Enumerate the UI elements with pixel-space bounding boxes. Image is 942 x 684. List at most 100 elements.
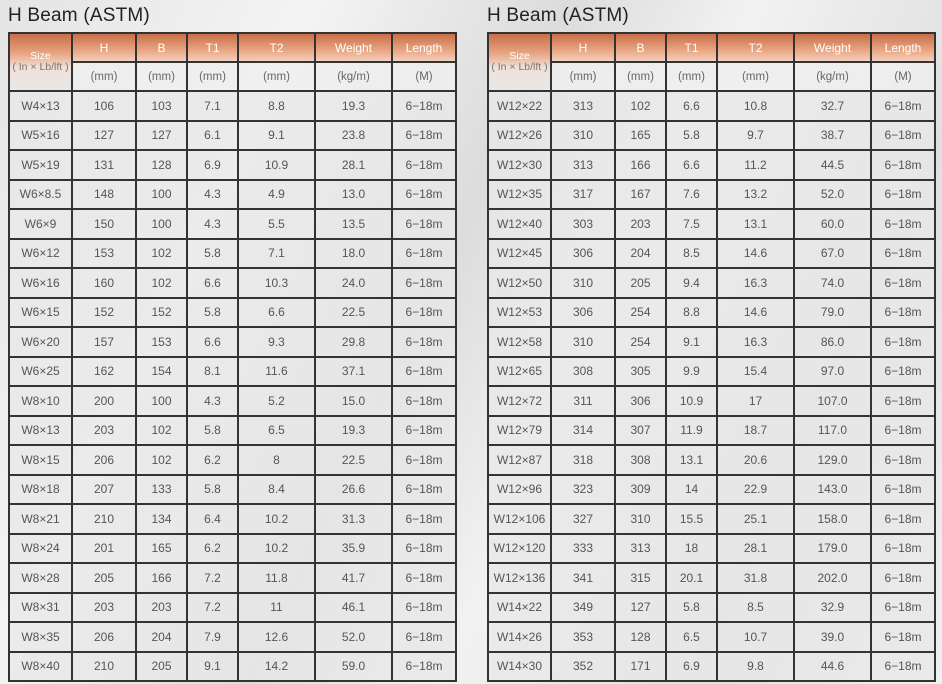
value-cell: 22.5	[314, 296, 393, 328]
value-cell: 6−18m	[870, 621, 936, 653]
table-row: W12×87 318 308 13.1 20.6 129.0 6−18m	[487, 444, 936, 476]
value-cell: 23.8	[314, 119, 393, 151]
value-cell: 6.2	[186, 444, 239, 476]
column-header: Length	[870, 32, 936, 63]
value-cell: 13.2	[716, 178, 795, 210]
value-cell: 5.8	[186, 473, 239, 505]
value-cell: 6−18m	[870, 385, 936, 417]
value-cell: 106	[71, 90, 137, 122]
value-cell: 204	[614, 237, 667, 269]
value-cell: 7.9	[186, 621, 239, 653]
value-cell: 308	[614, 444, 667, 476]
column-unit: (mm)	[614, 61, 667, 92]
size-cell: W12×50	[487, 267, 552, 299]
value-cell: 309	[614, 473, 667, 505]
value-cell: 6−18m	[391, 503, 457, 535]
value-cell: 205	[71, 562, 137, 594]
value-cell: 305	[614, 355, 667, 387]
size-cell: W6×16	[8, 267, 73, 299]
value-cell: 205	[614, 267, 667, 299]
column-header: Weight	[314, 32, 393, 63]
value-cell: 166	[614, 149, 667, 181]
size-cell: W12×136	[487, 562, 552, 594]
value-cell: 203	[614, 208, 667, 240]
column-header: T1	[186, 32, 239, 63]
size-cell: W8×18	[8, 473, 73, 505]
header-size: Size( In × Lb/lft )	[487, 32, 552, 92]
value-cell: 6.6	[186, 267, 239, 299]
value-cell: 129.0	[793, 444, 872, 476]
column-unit: (mm)	[186, 61, 239, 92]
value-cell: 166	[135, 562, 188, 594]
size-cell: W12×35	[487, 178, 552, 210]
value-cell: 15.5	[665, 503, 718, 535]
size-cell: W12×106	[487, 503, 552, 535]
table-row: W8×15 206 102 6.2 8 22.5 6−18m	[8, 444, 457, 476]
value-cell: 74.0	[793, 267, 872, 299]
size-cell: W6×15	[8, 296, 73, 328]
table-row: W6×8.5 148 100 4.3 4.9 13.0 6−18m	[8, 178, 457, 210]
table-row: W5×16 127 127 6.1 9.1 23.8 6−18m	[8, 119, 457, 151]
value-cell: 6−18m	[391, 473, 457, 505]
value-cell: 44.5	[793, 149, 872, 181]
value-cell: 8	[237, 444, 316, 476]
column-header: T1	[665, 32, 718, 63]
value-cell: 4.3	[186, 178, 239, 210]
table-row: W6×20 157 153 6.6 9.3 29.8 6−18m	[8, 326, 457, 358]
value-cell: 349	[550, 591, 616, 623]
value-cell: 6−18m	[870, 296, 936, 328]
size-cell: W8×24	[8, 532, 73, 564]
value-cell: 352	[550, 650, 616, 682]
value-cell: 16.3	[716, 326, 795, 358]
value-cell: 6−18m	[870, 650, 936, 682]
table-row: W12×26 310 165 5.8 9.7 38.7 6−18m	[487, 119, 936, 151]
size-cell: W12×40	[487, 208, 552, 240]
value-cell: 52.0	[314, 621, 393, 653]
value-cell: 133	[135, 473, 188, 505]
value-cell: 9.3	[237, 326, 316, 358]
value-cell: 6−18m	[870, 355, 936, 387]
value-cell: 18.0	[314, 237, 393, 269]
table-row: W12×22 313 102 6.6 10.8 32.7 6−18m	[487, 90, 936, 122]
value-cell: 14.6	[716, 296, 795, 328]
value-cell: 19.3	[314, 414, 393, 446]
value-cell: 20.6	[716, 444, 795, 476]
value-cell: 6.6	[665, 149, 718, 181]
table-row: W12×35 317 167 7.6 13.2 52.0 6−18m	[487, 178, 936, 210]
size-cell: W12×120	[487, 532, 552, 564]
h-beam-table: Size( In × Lb/lft ) H B T1 T2 Weight Length (mm…	[8, 32, 457, 682]
value-cell: 353	[550, 621, 616, 653]
value-cell: 310	[550, 119, 616, 151]
value-cell: 9.8	[716, 650, 795, 682]
value-cell: 306	[550, 296, 616, 328]
value-cell: 5.5	[237, 208, 316, 240]
value-cell: 6−18m	[870, 326, 936, 358]
header-size: Size( In × Lb/lft )	[8, 32, 73, 92]
value-cell: 6−18m	[391, 355, 457, 387]
value-cell: 317	[550, 178, 616, 210]
size-cell: W8×13	[8, 414, 73, 446]
value-cell: 203	[71, 591, 137, 623]
value-cell: 6−18m	[391, 178, 457, 210]
table-row: W12×45 306 204 8.5 14.6 67.0 6−18m	[487, 237, 936, 269]
value-cell: 6−18m	[391, 90, 457, 122]
value-cell: 7.2	[186, 591, 239, 623]
value-cell: 11.2	[716, 149, 795, 181]
value-cell: 32.9	[793, 591, 872, 623]
value-cell: 46.1	[314, 591, 393, 623]
value-cell: 128	[135, 149, 188, 181]
value-cell: 13.0	[314, 178, 393, 210]
value-cell: 7.1	[237, 237, 316, 269]
value-cell: 6−18m	[870, 267, 936, 299]
table-row: W8×28 205 166 7.2 11.8 41.7 6−18m	[8, 562, 457, 594]
unit-row: (mm) (mm) (mm) (mm) (kg/m) (M)	[488, 61, 936, 92]
size-cell: W12×65	[487, 355, 552, 387]
value-cell: 15.4	[716, 355, 795, 387]
value-cell: 17	[716, 385, 795, 417]
value-cell: 6−18m	[870, 444, 936, 476]
value-cell: 157	[71, 326, 137, 358]
value-cell: 131	[71, 149, 137, 181]
size-unit-label: ( In × Lb/lft )	[12, 61, 69, 73]
value-cell: 254	[614, 296, 667, 328]
value-cell: 9.1	[665, 326, 718, 358]
